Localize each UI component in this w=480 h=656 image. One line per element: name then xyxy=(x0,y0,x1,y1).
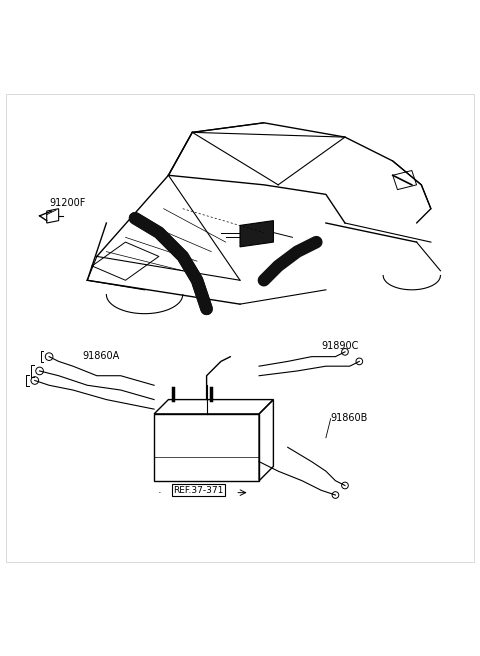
Polygon shape xyxy=(240,220,274,247)
Text: 0.42: 0.42 xyxy=(159,491,162,493)
Text: 91200F: 91200F xyxy=(49,198,85,209)
Text: 91860A: 91860A xyxy=(83,351,120,361)
Text: 91890C: 91890C xyxy=(321,342,359,352)
Text: REF.37-371: REF.37-371 xyxy=(173,485,224,495)
Text: 91860B: 91860B xyxy=(331,413,368,423)
